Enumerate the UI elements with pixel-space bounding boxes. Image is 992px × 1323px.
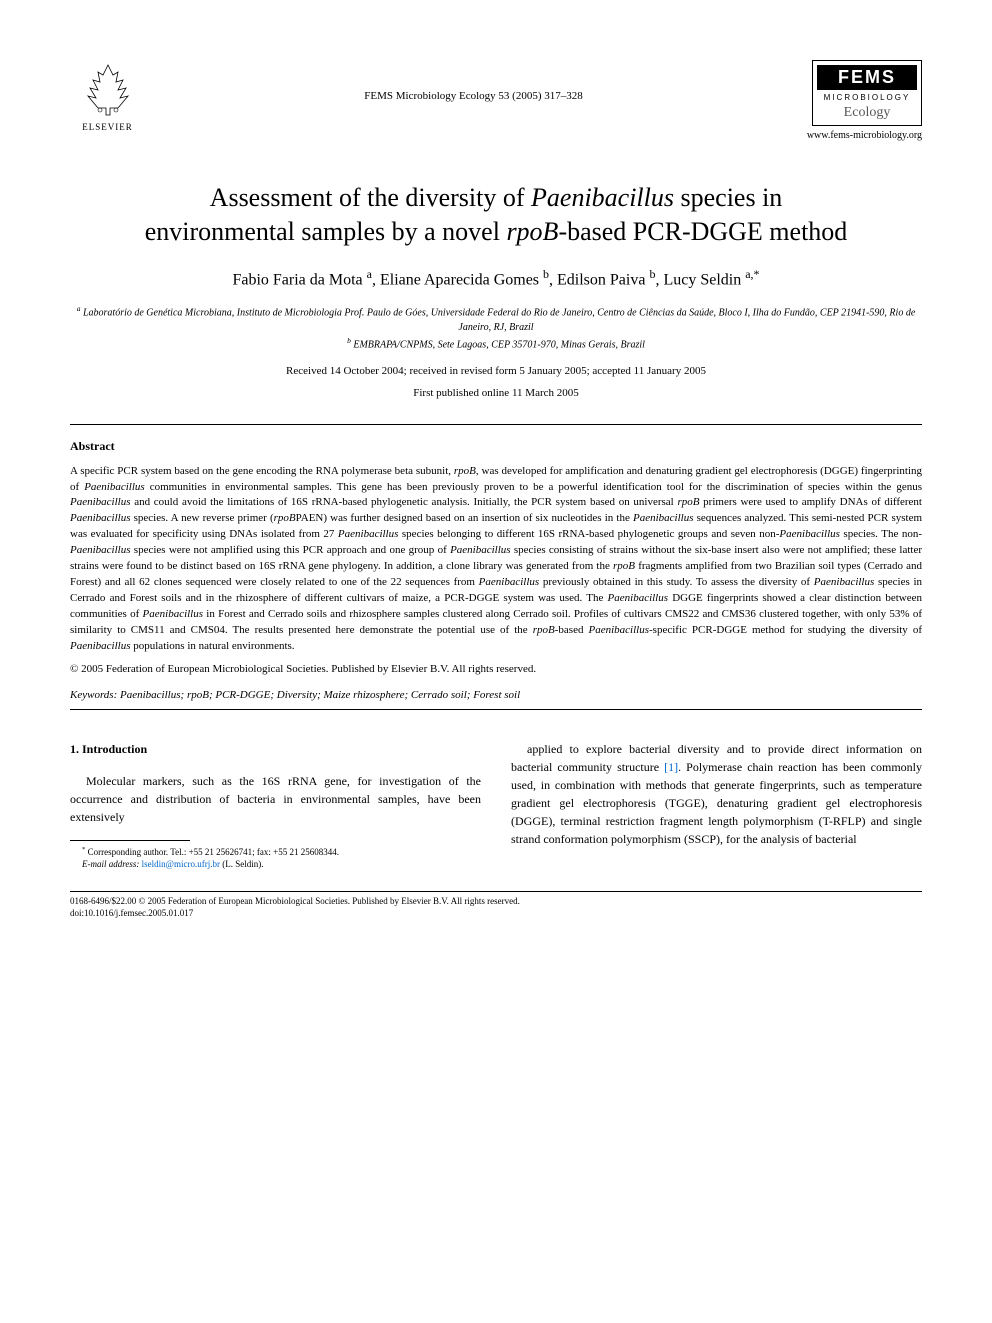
column-right: applied to explore bacterial diversity a…: [511, 740, 922, 871]
email-footnote: E-mail address: lseldin@micro.ufrj.br (L…: [70, 858, 481, 871]
email-after: (L. Seldin).: [220, 859, 264, 869]
footer-copyright: 0168-6496/$22.00 © 2005 Federation of Eu…: [70, 896, 922, 908]
aff-b: EMBRAPA/CNPMS, Sete Lagoas, CEP 35701-97…: [351, 340, 645, 351]
title-part1b: species in: [674, 183, 782, 212]
author-4: , Lucy Seldin: [655, 271, 745, 288]
elsevier-logo: ELSEVIER: [70, 60, 145, 132]
title-ital1: Paenibacillus: [531, 183, 674, 212]
footer-doi: doi:10.1016/j.femsec.2005.01.017: [70, 908, 922, 920]
keywords-bottom-divider: [70, 709, 922, 710]
author-2: , Eliane Aparecida Gomes: [372, 271, 543, 288]
fems-logo-box: FEMS MICROBIOLOGY Ecology: [812, 60, 922, 126]
submission-dates: Received 14 October 2004; received in re…: [70, 365, 922, 377]
author-1: Fabio Faria da Mota: [232, 271, 366, 288]
fems-subtitle: Ecology: [844, 105, 891, 121]
email-link[interactable]: lseldin@micro.ufrj.br: [142, 859, 220, 869]
title-ital2: rpoB: [506, 217, 558, 246]
fems-logo-block: FEMS MICROBIOLOGY Ecology www.fems-micro…: [802, 60, 922, 141]
title-part1: Assessment of the diversity of: [210, 183, 531, 212]
elsevier-label: ELSEVIER: [82, 122, 133, 132]
fems-url: www.fems-microbiology.org: [807, 130, 922, 141]
footer-divider: [70, 891, 922, 892]
title-block: Assessment of the diversity of Paenibaci…: [70, 181, 922, 399]
title-part2a: environmental samples by a novel: [145, 217, 507, 246]
intro-para-right: applied to explore bacterial diversity a…: [511, 740, 922, 848]
journal-citation: FEMS Microbiology Ecology 53 (2005) 317–…: [145, 60, 802, 102]
abstract-heading: Abstract: [70, 439, 922, 454]
email-label: E-mail address:: [82, 859, 142, 869]
aff-a: Laboratório de Genética Microbiana, Inst…: [80, 307, 915, 333]
keywords-text: Paenibacillus; rpoB; PCR-DGGE; Diversity…: [120, 689, 520, 701]
corr-text: Corresponding author. Tel.: +55 21 25626…: [85, 847, 339, 857]
authors: Fabio Faria da Mota a, Eliane Aparecida …: [70, 267, 922, 289]
elsevier-tree-icon: [78, 60, 138, 120]
abstract-copyright: © 2005 Federation of European Microbiolo…: [70, 663, 922, 675]
author-3: , Edilson Paiva: [549, 271, 649, 288]
abstract-body: A specific PCR system based on the gene …: [70, 464, 922, 655]
section-heading-intro: 1. Introduction: [70, 740, 481, 758]
page-header: ELSEVIER FEMS Microbiology Ecology 53 (2…: [70, 60, 922, 141]
fems-title: FEMS: [817, 65, 917, 90]
fems-mid: MICROBIOLOGY: [824, 93, 911, 102]
title-part2b: -based PCR-DGGE method: [558, 217, 847, 246]
body-columns: 1. Introduction Molecular markers, such …: [70, 740, 922, 871]
column-left: 1. Introduction Molecular markers, such …: [70, 740, 481, 871]
paper-title: Assessment of the diversity of Paenibaci…: [70, 181, 922, 249]
abstract-top-divider: [70, 424, 922, 425]
affiliations: a Laboratório de Genética Microbiana, In…: [70, 303, 922, 353]
author-4-sup: a,*: [745, 267, 759, 281]
footnote-divider: [70, 840, 190, 841]
keywords: Keywords: Paenibacillus; rpoB; PCR-DGGE;…: [70, 689, 922, 701]
publication-online-date: First published online 11 March 2005: [70, 387, 922, 399]
intro-para-left: Molecular markers, such as the 16S rRNA …: [70, 772, 481, 826]
corresponding-author-footnote: * Corresponding author. Tel.: +55 21 256…: [70, 845, 481, 859]
keywords-label: Keywords:: [70, 689, 120, 701]
